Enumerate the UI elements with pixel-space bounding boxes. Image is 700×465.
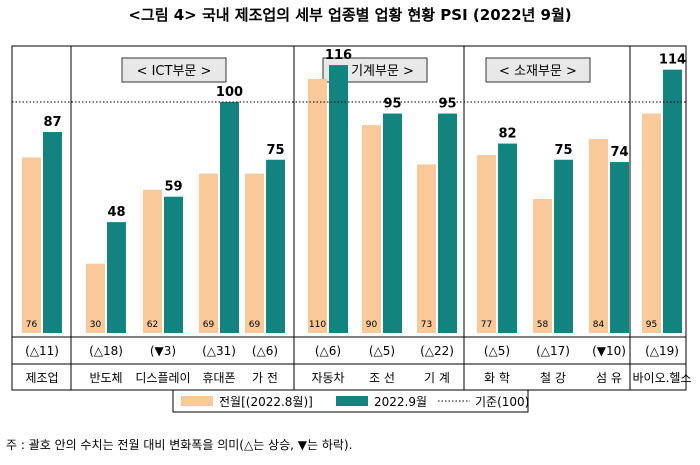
bar-prev [199,173,218,333]
legend-swatch-curr [336,396,368,406]
bar-curr [438,113,457,333]
data-label-prev: 73 [421,320,432,330]
data-label-prev: 69 [203,320,215,330]
change-label: (△22) [420,344,454,358]
data-label-curr: 82 [498,127,516,142]
legend: 전월[(2022.8월)] 2022.9월 기준(100) [172,389,529,413]
category-label: 조 선 [369,371,395,385]
data-label-curr: 100 [216,85,243,100]
legend-label-prev: 전월[(2022.8월)] [219,395,313,409]
data-label-curr: 48 [107,205,125,220]
bar-prev [642,113,661,333]
bar-curr [663,69,682,333]
category-label: 제조업 [25,371,58,385]
data-label-prev: 62 [147,320,158,330]
data-label-curr: 95 [438,97,456,112]
bar-prev [308,78,327,334]
bar-prev [245,173,264,333]
data-label-prev: 77 [481,320,492,330]
bar-curr [43,132,62,333]
bar-prev [86,263,105,333]
change-label: (▼3) [150,344,176,358]
bar-curr [498,143,517,333]
labels: (△11) (△18) (▼3) (△31) (△6) (△6) (△5) (△22) (△5)… [25,344,691,385]
category-label: 화 학 [484,371,510,385]
data-label-prev: 69 [249,320,261,330]
change-label: (△6) [315,344,341,358]
category-label: 기 계 [424,371,450,385]
category-label: 섬 유 [596,371,622,385]
bar-prev [477,155,496,333]
category-label: 반도체 [89,371,122,385]
change-label: (△31) [202,344,236,358]
bar-curr [220,102,239,333]
change-label: (△19) [645,344,679,358]
data-label-curr: 116 [325,48,352,63]
chart-title: <그림 4> 국내 제조업의 세부 업종별 업황 현황 PSI (2022년 9… [128,6,572,24]
group-label-boxes: < ICT부문 > < 기계부문 > < 소재부문 > [121,57,591,83]
data-label-prev: 30 [90,320,102,330]
category-label: 가 전 [252,371,278,385]
bar-prev [589,138,608,333]
legend-swatch-prev [181,396,213,406]
data-label-curr: 74 [610,145,628,160]
category-label: 철 강 [540,371,566,385]
change-label: (△6) [252,344,278,358]
bar-curr [554,159,573,333]
data-label-prev: 76 [26,320,38,330]
legend-label-curr: 2022.9월 [374,395,427,409]
chart-frame [11,45,687,391]
change-label: (▼10) [592,344,626,358]
bar-prev [533,199,552,333]
group-label: < 기계부문 > [336,64,414,79]
bar-curr [383,113,402,333]
category-label: 휴대폰 [202,371,235,385]
change-label: (△18) [89,344,123,358]
bar-prev [143,189,162,333]
data-label-curr: 87 [43,115,61,130]
data-label-prev: 84 [593,320,605,330]
change-label: (△11) [25,344,59,358]
category-label: 바이오.헬스 [632,371,691,385]
data-label-prev: 110 [309,320,326,330]
data-label-curr: 75 [266,143,284,158]
group-label: < ICT부문 > [137,64,212,79]
data-label-curr: 114 [659,53,686,68]
data-label-prev: 90 [366,320,378,330]
bars: 76 87 30 48 62 59 69 100 69 75 110 116 90 95 73 95 77 82 5… [22,48,686,334]
change-label: (△17) [536,344,570,358]
bar-curr [164,196,183,333]
bar-curr [329,65,348,333]
bar-curr [266,159,285,333]
data-label-prev: 95 [646,320,657,330]
footnote: 주 : 괄호 안의 수치는 전월 대비 변화폭을 의미(△는 상승, ▼는 하락… [6,438,353,452]
group-label-box [485,57,591,83]
category-label: 자동차 [311,371,344,385]
data-label-curr: 95 [383,97,401,112]
bar-prev [362,125,381,333]
bar-prev [417,164,436,333]
data-label-curr: 75 [554,143,572,158]
bar-curr [107,222,126,333]
change-label: (△5) [369,344,395,358]
group-label-box [121,57,227,83]
bar-curr [610,162,629,333]
group-label: < 소재부문 > [499,64,577,79]
psi-bar-chart: < ICT부문 > < 기계부문 > < 소재부문 > 76 87 30 48 62 59 69… [11,45,692,413]
bar-prev [22,157,41,333]
data-label-curr: 59 [164,180,182,195]
data-label-prev: 58 [537,320,549,330]
legend-label-reference: 기준(100) [475,395,529,409]
change-label: (△5) [484,344,510,358]
category-label: 디스플레이 [135,371,190,385]
